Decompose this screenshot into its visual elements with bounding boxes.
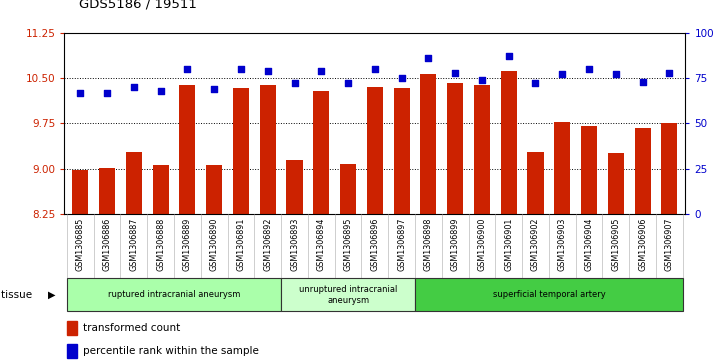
- Point: [342, 81, 353, 86]
- Text: ruptured intracranial aneurysm: ruptured intracranial aneurysm: [108, 290, 240, 299]
- Bar: [153, 165, 169, 214]
- Text: GSM1306890: GSM1306890: [210, 217, 218, 271]
- Point: [235, 66, 247, 72]
- Bar: [501, 71, 517, 214]
- Bar: [528, 152, 543, 214]
- Point: [181, 66, 193, 72]
- Bar: [474, 85, 490, 214]
- Point: [449, 70, 461, 76]
- Bar: [340, 164, 356, 214]
- Text: GSM1306894: GSM1306894: [317, 217, 326, 271]
- Text: GSM1306895: GSM1306895: [343, 217, 353, 271]
- Point: [369, 66, 381, 72]
- Text: GSM1306899: GSM1306899: [451, 217, 460, 271]
- Bar: [233, 88, 249, 214]
- Text: GSM1306897: GSM1306897: [397, 217, 406, 271]
- Bar: [313, 91, 329, 214]
- Point: [583, 66, 595, 72]
- Point: [316, 68, 327, 74]
- Text: GDS5186 / 19511: GDS5186 / 19511: [79, 0, 196, 11]
- Bar: [393, 88, 410, 214]
- Point: [262, 68, 273, 74]
- Text: percentile rank within the sample: percentile rank within the sample: [83, 346, 258, 356]
- Bar: [608, 153, 624, 214]
- Point: [503, 53, 514, 59]
- Text: GSM1306885: GSM1306885: [76, 217, 85, 271]
- Point: [610, 72, 621, 77]
- Text: GSM1306891: GSM1306891: [236, 217, 246, 271]
- Bar: [421, 74, 436, 214]
- Point: [530, 81, 541, 86]
- Text: tissue: tissue: [1, 290, 35, 300]
- Text: unruptured intracranial
aneurysm: unruptured intracranial aneurysm: [299, 285, 397, 305]
- Bar: [72, 170, 89, 214]
- Bar: [179, 85, 196, 214]
- Text: GSM1306889: GSM1306889: [183, 217, 192, 271]
- Point: [288, 81, 300, 86]
- Bar: [67, 321, 76, 335]
- Text: GSM1306888: GSM1306888: [156, 217, 165, 270]
- Text: GSM1306905: GSM1306905: [611, 217, 620, 271]
- Text: GSM1306896: GSM1306896: [371, 217, 379, 271]
- Bar: [554, 122, 570, 214]
- Point: [74, 90, 86, 95]
- Text: GSM1306907: GSM1306907: [665, 217, 674, 271]
- Point: [101, 90, 113, 95]
- Bar: [447, 83, 463, 214]
- Text: ▶: ▶: [48, 290, 56, 300]
- Bar: [99, 168, 115, 214]
- Bar: [635, 128, 650, 214]
- Point: [663, 70, 675, 76]
- Point: [396, 75, 407, 81]
- Bar: [67, 344, 76, 358]
- Bar: [581, 126, 597, 214]
- Point: [128, 84, 139, 90]
- Bar: [260, 85, 276, 214]
- Point: [423, 55, 434, 61]
- Text: GSM1306898: GSM1306898: [424, 217, 433, 271]
- Point: [556, 72, 568, 77]
- Point: [637, 79, 648, 85]
- Point: [208, 86, 220, 92]
- Text: GSM1306903: GSM1306903: [558, 217, 567, 271]
- Bar: [661, 123, 678, 214]
- Text: superficial temporal artery: superficial temporal artery: [493, 290, 605, 299]
- Point: [155, 88, 166, 94]
- Text: GSM1306893: GSM1306893: [290, 217, 299, 271]
- Bar: [126, 152, 142, 214]
- Point: [476, 77, 488, 83]
- Bar: [415, 278, 683, 311]
- Text: GSM1306887: GSM1306887: [129, 217, 139, 271]
- Bar: [281, 278, 415, 311]
- Bar: [286, 160, 303, 214]
- Text: GSM1306904: GSM1306904: [585, 217, 593, 271]
- Text: GSM1306892: GSM1306892: [263, 217, 272, 271]
- Text: GSM1306901: GSM1306901: [504, 217, 513, 271]
- Text: GSM1306906: GSM1306906: [638, 217, 647, 271]
- Text: transformed count: transformed count: [83, 323, 180, 333]
- Bar: [206, 164, 222, 214]
- Bar: [67, 278, 281, 311]
- Text: GSM1306900: GSM1306900: [478, 217, 486, 271]
- Bar: [367, 86, 383, 214]
- Text: GSM1306902: GSM1306902: [531, 217, 540, 271]
- Text: GSM1306886: GSM1306886: [103, 217, 111, 270]
